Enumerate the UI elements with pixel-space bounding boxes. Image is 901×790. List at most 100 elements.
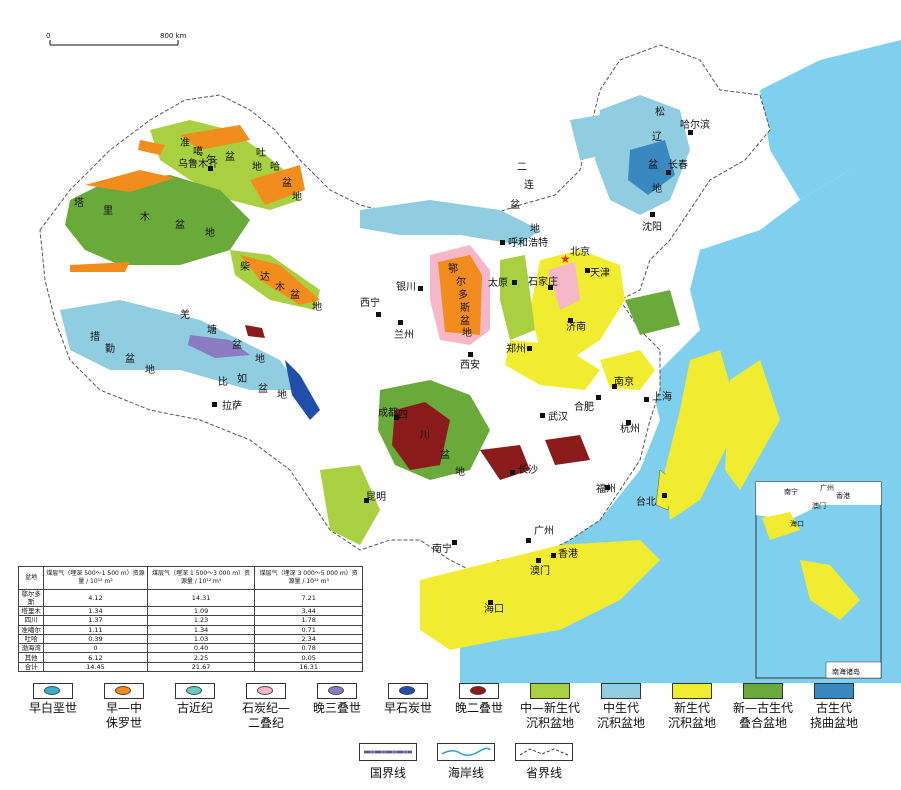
svg-text:盆: 盆 xyxy=(175,218,185,231)
subei-basin xyxy=(600,350,655,390)
svg-text:地: 地 xyxy=(205,226,215,239)
legend-item: 晚三叠世 xyxy=(302,683,372,716)
svg-text:杭州: 杭州 xyxy=(620,422,640,435)
svg-text:盆: 盆 xyxy=(125,352,135,365)
table-row: 准噶尔 1.11 1.34 0.71 xyxy=(17,624,363,635)
svg-text:连: 连 xyxy=(524,178,534,191)
legend-label: 沉积盆地 xyxy=(667,716,716,730)
legend-swatch xyxy=(814,683,854,699)
svg-text:福州: 福州 xyxy=(596,482,616,495)
svg-text:银川: 银川 xyxy=(396,280,416,293)
junggar-coal-2 xyxy=(138,140,165,155)
qiangtang-label: 羌 塘 盆 地 xyxy=(180,309,265,365)
legend-label: 新生代 xyxy=(673,701,710,715)
svg-text:盆: 盆 xyxy=(282,176,292,189)
south-china-permian-2 xyxy=(545,435,590,465)
svg-text:台北: 台北 xyxy=(636,495,656,508)
table-cell: 0 xyxy=(43,643,148,654)
table-row: 四川 1.37 1.23 1.78 xyxy=(17,615,363,626)
svg-text:地: 地 xyxy=(455,465,465,478)
east-china-sea-basin-2 xyxy=(725,360,780,490)
erlian-basin xyxy=(360,200,540,245)
svg-text:石家庄: 石家庄 xyxy=(528,275,558,288)
svg-text:长沙: 长沙 xyxy=(518,464,538,476)
junggar-coal-1 xyxy=(180,125,250,150)
table-cell: 1.11 xyxy=(43,624,148,635)
sichuan-label: 四 川 盆 地 xyxy=(398,410,465,478)
svg-text:盆: 盆 xyxy=(290,288,300,301)
svg-text:松: 松 xyxy=(655,105,665,118)
legend-label: 叠合盆地 xyxy=(738,716,787,730)
table-cell: 3.44 xyxy=(254,605,363,617)
east-china-sea-basin xyxy=(665,350,740,520)
cuoqin-label: 措 勤 盆 地 xyxy=(90,330,155,376)
table-row: 吐哈 0.39 1.03 2.34 xyxy=(17,633,363,645)
table-cell: 吐哈 xyxy=(17,633,45,645)
legend-label: 沉积盆地 xyxy=(596,716,645,730)
svg-text:地: 地 xyxy=(530,222,540,235)
svg-text:地: 地 xyxy=(252,160,262,173)
legend-label: 挠曲盆地 xyxy=(809,716,858,730)
legend-line-item: 国界线 xyxy=(348,743,428,781)
svg-text:南宁: 南宁 xyxy=(432,542,452,555)
legend-item: 石炭纪— 二叠纪 xyxy=(231,683,301,731)
bohai-pink xyxy=(548,262,580,310)
svg-text:柴: 柴 xyxy=(240,260,250,273)
legend-item: 早白垩世 xyxy=(18,683,88,716)
legend-label: 早白垩世 xyxy=(28,701,77,715)
hailar-basin xyxy=(570,115,605,160)
table-cell: 渤海湾 xyxy=(17,643,45,654)
svg-text:塘: 塘 xyxy=(207,323,217,336)
tuha-coal xyxy=(250,165,305,205)
legend-swatch xyxy=(388,683,428,699)
junggar-label: 准 噶 尔 盆 地 xyxy=(180,137,262,173)
svg-text:呼和浩特: 呼和浩特 xyxy=(508,237,548,249)
table-cell: 四川 xyxy=(17,615,45,626)
ordos-label: 鄂 尔 多 斯 盆 地 xyxy=(448,263,472,339)
svg-text:措: 措 xyxy=(90,330,100,343)
legend-swatch xyxy=(317,683,357,699)
south-china-sea-basin xyxy=(420,540,660,650)
songliao-core xyxy=(628,140,675,195)
svg-text:海口: 海口 xyxy=(484,602,504,615)
table-cell: 合计 xyxy=(17,661,45,673)
tarim-coal-2 xyxy=(70,262,130,272)
legend-swatch xyxy=(175,683,215,699)
svg-text:南京: 南京 xyxy=(614,375,634,388)
svg-text:吐: 吐 xyxy=(256,147,266,159)
qiangtang-carboniferous xyxy=(285,360,320,420)
legend-item: 早石炭世 xyxy=(373,683,443,716)
table-cell: 鄂尔多斯 xyxy=(17,589,45,607)
legend-swatch xyxy=(601,683,641,699)
legend-label: 新—古生代 xyxy=(732,701,793,715)
table-cell: 1.23 xyxy=(146,615,256,626)
table-cell: 2.25 xyxy=(146,652,256,663)
col-depth-2: 煤层气（埋深 1 500～3 000 m）资源量 / 10¹² m³ xyxy=(146,566,256,590)
provincial-border-icon xyxy=(515,743,573,761)
svg-text:地: 地 xyxy=(277,388,287,401)
table-cell: 1.78 xyxy=(254,615,363,626)
tarim-basin xyxy=(65,175,250,265)
legend-item: 古近纪 xyxy=(160,683,230,716)
legend-line-item: 海岸线 xyxy=(426,743,506,781)
svg-text:成都: 成都 xyxy=(378,407,398,419)
table-cell: 1.34 xyxy=(43,605,148,617)
table-cell: 0.40 xyxy=(146,643,256,654)
svg-text:尔: 尔 xyxy=(206,153,216,166)
svg-text:长春: 长春 xyxy=(668,159,688,171)
svg-text:地: 地 xyxy=(255,352,265,365)
svg-text:羌: 羌 xyxy=(180,309,190,321)
table-cell: 0.39 xyxy=(43,633,148,645)
svg-text:哈尔滨: 哈尔滨 xyxy=(680,118,710,131)
legend-swatch xyxy=(246,683,286,699)
legend-label: 沉积盆地 xyxy=(525,716,574,730)
table-cell: 2.34 xyxy=(254,633,363,645)
legend-line-label: 国界线 xyxy=(369,766,406,780)
legend-item: 晚二叠世 xyxy=(444,683,514,716)
svg-text:西安: 西安 xyxy=(460,358,480,371)
legend-item: 新生代 沉积盆地 xyxy=(657,683,727,731)
legend-label: 石炭纪— xyxy=(241,701,290,715)
tuha-label: 吐 哈 盆 地 xyxy=(256,147,302,203)
svg-text:木: 木 xyxy=(140,211,150,223)
svg-text:勤: 勤 xyxy=(105,342,115,355)
